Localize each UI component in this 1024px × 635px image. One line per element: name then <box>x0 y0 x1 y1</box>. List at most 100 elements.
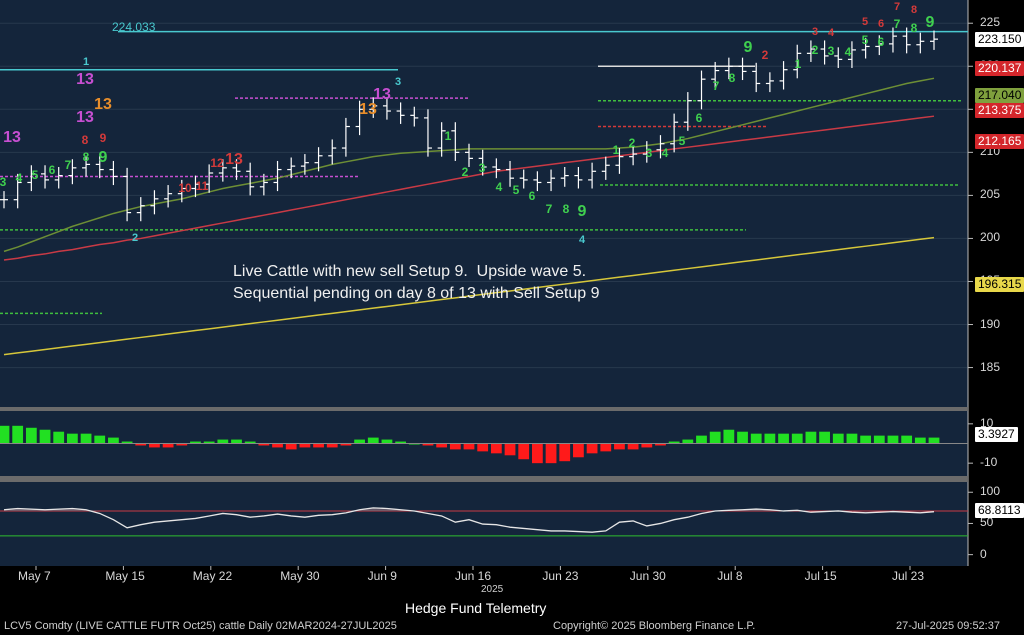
price-tick-label: 225 <box>980 15 1001 30</box>
td-count-label: 9 <box>98 149 108 166</box>
momentum-bar <box>449 443 461 450</box>
momentum-bar <box>340 443 352 446</box>
momentum-bar <box>805 431 817 444</box>
ma-red-line <box>3 115 935 261</box>
x-tick-label: Jun 16 <box>455 569 492 583</box>
td-count-label: 7 <box>545 202 553 216</box>
td-count-label: 2 <box>811 43 819 57</box>
momentum-bar <box>463 443 475 450</box>
td-count-label: 3 <box>827 44 835 58</box>
momentum-bar <box>627 443 639 450</box>
momentum-bar <box>422 443 434 446</box>
momentum-bar <box>791 433 803 444</box>
x-tick-label: May 22 <box>192 569 233 583</box>
price-tick-label: 185 <box>980 359 1001 374</box>
momentum-bar <box>668 441 680 444</box>
momentum-bar <box>709 431 721 444</box>
momentum-bar <box>504 443 516 456</box>
momentum-bar <box>641 443 653 448</box>
td-count-label: 4 <box>844 45 852 59</box>
td-count-label: 9 <box>577 203 587 220</box>
td-count-label: 9 <box>99 131 107 145</box>
td-count-label: 8 <box>562 202 570 216</box>
momentum-bar <box>750 433 762 444</box>
osc-tick-label: 0 <box>980 546 987 561</box>
momentum-bar <box>108 437 119 444</box>
price-panel[interactable] <box>0 0 968 407</box>
td-count-label: 7 <box>893 1 901 13</box>
x-tick-label: Jun 9 <box>367 569 397 583</box>
footer-title: Hedge Fund Telemetry <box>405 600 547 616</box>
momentum-bar <box>66 433 78 444</box>
momentum-bar <box>162 443 174 448</box>
td-count-label: 8 <box>910 4 918 16</box>
td-count-label: 2 <box>761 48 769 62</box>
momentum-bar <box>586 443 598 454</box>
x-tick-label: Jun 30 <box>629 569 666 583</box>
indicator-tag: 3.3927 <box>975 427 1018 442</box>
momentum-bar <box>39 429 51 444</box>
momentum-bar <box>326 443 338 448</box>
td-count-label: 5 <box>861 33 869 47</box>
momentum-bar <box>545 443 557 464</box>
top-level-label: 224.033 <box>112 20 156 34</box>
x-tick-label: Jul 23 <box>892 569 925 583</box>
td-count-label: 2 <box>628 136 636 150</box>
momentum-bar <box>614 443 625 450</box>
td-count-label: 3 <box>645 146 653 160</box>
momentum-bar <box>217 439 229 444</box>
x-tick-label: May 7 <box>18 569 51 583</box>
annotation-line-1: Live Cattle with new sell Setup 9. Upsid… <box>233 263 587 280</box>
momentum-bar <box>367 437 379 444</box>
momentum-bar <box>901 435 913 444</box>
td-count-label: 5 <box>861 16 869 28</box>
td-count-label: 13 <box>3 129 21 146</box>
td-count-label: 5 <box>31 168 39 182</box>
td-count-label: 13 <box>76 71 94 88</box>
td-count-label: 4 <box>578 234 586 246</box>
momentum-bar <box>887 435 899 444</box>
momentum-bar <box>846 433 858 444</box>
momentum-bar <box>737 431 748 444</box>
annotation-note: Live Cattle with new sell Setup 9. Upsid… <box>233 261 600 305</box>
td-count-label: 5 <box>678 134 686 148</box>
td-count-label: 1 <box>444 129 452 143</box>
momentum-bar <box>272 443 283 448</box>
momentum-bar <box>203 441 215 444</box>
momentum-bar <box>80 433 92 444</box>
momentum-bar <box>395 441 407 444</box>
momentum-bar <box>490 443 502 454</box>
momentum-bar <box>176 443 188 446</box>
momentum-bar <box>190 441 201 444</box>
panel-divider <box>0 407 968 411</box>
td-count-label: 4 <box>15 171 23 185</box>
momentum-bar <box>696 435 707 444</box>
momentum-bar <box>655 443 666 446</box>
price-tag: 196.315 <box>975 277 1024 292</box>
momentum-bar <box>928 437 940 444</box>
footer-copyright: Copyright© 2025 Bloomberg Finance L.P. <box>553 620 756 632</box>
momentum-bar <box>778 433 789 444</box>
td-count-label: 10 <box>178 181 192 195</box>
momentum-bar <box>258 443 270 446</box>
td-count-label: 13 <box>94 96 112 113</box>
x-tick-label: Jul 15 <box>804 569 837 583</box>
td-count-label: 6 <box>695 111 703 125</box>
momentum-bar <box>149 443 160 448</box>
price-tag: 212.165 <box>975 134 1024 149</box>
momentum-bar <box>53 431 65 444</box>
momentum-bar <box>354 439 365 444</box>
td-count-label: 5 <box>512 183 520 197</box>
momentum-bar <box>94 435 106 444</box>
momentum-bar <box>477 443 489 452</box>
momentum-bar <box>819 431 830 444</box>
momentum-bar <box>573 443 584 458</box>
td-count-label: 6 <box>877 35 885 49</box>
momentum-bar <box>135 443 147 446</box>
momentum-bar <box>764 433 776 444</box>
td-count-label: 13 <box>359 101 377 118</box>
td-count-label: 3 <box>478 161 486 175</box>
momentum-bar <box>873 435 885 444</box>
price-tick-label: 205 <box>980 187 1001 202</box>
